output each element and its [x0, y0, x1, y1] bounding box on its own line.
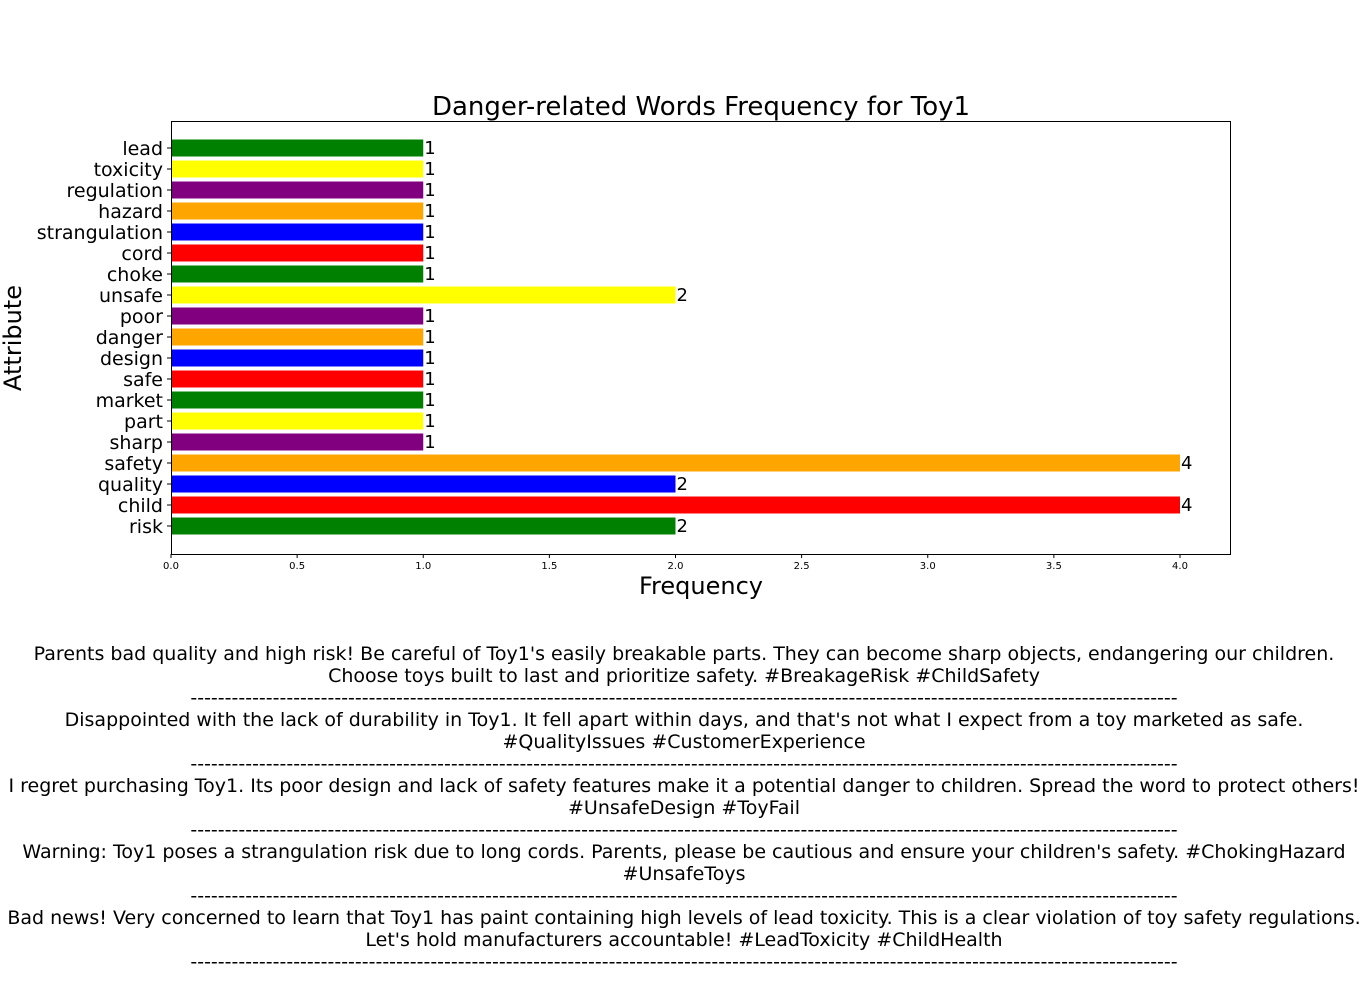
post-divider: ----------------------------------------… [190, 753, 1178, 775]
y-tick-label-quality: quality [98, 474, 163, 496]
y-tick-label-cord: cord [121, 243, 163, 265]
data-label-risk: 2 [677, 516, 688, 537]
data-label-safe: 1 [424, 369, 435, 390]
data-label-toxicity: 1 [424, 159, 435, 180]
bar-market [171, 391, 424, 409]
data-label-sharp: 1 [424, 432, 435, 453]
y-tick-label-poor: poor [120, 306, 163, 328]
post-divider: ----------------------------------------… [190, 951, 1178, 973]
x-tick-label: 0.5 [289, 561, 305, 572]
x-tick-label: 0.0 [163, 561, 179, 572]
post-item: Disappointed with the lack of durability… [0, 709, 1368, 775]
data-label-design: 1 [424, 348, 435, 369]
bar-safety [171, 454, 1180, 472]
data-label-safety: 4 [1181, 453, 1192, 474]
bar-sharp [171, 433, 424, 451]
bar-quality [171, 475, 676, 493]
x-tick-label: 2.0 [668, 561, 684, 572]
post-item: Warning: Toy1 poses a strangulation risk… [0, 841, 1368, 907]
data-label-quality: 2 [677, 474, 688, 495]
bar-regulation [171, 181, 424, 199]
y-tick-label-regulation: regulation [66, 180, 163, 202]
data-label-lead: 1 [424, 138, 435, 159]
bar-risk [171, 517, 676, 535]
data-label-child: 4 [1181, 495, 1192, 516]
bar-hazard [171, 202, 424, 220]
y-tick-label-design: design [100, 348, 163, 370]
bar-lead [171, 139, 424, 157]
post-divider: ----------------------------------------… [190, 819, 1178, 841]
y-tick-label-market: market [96, 390, 163, 412]
bar-poor [171, 307, 424, 325]
y-tick-label-risk: risk [129, 516, 163, 538]
y-tick-label-unsafe: unsafe [99, 285, 163, 307]
plot-frame [171, 121, 1231, 555]
y-tick-label-strangulation: strangulation [37, 222, 163, 244]
bar-design [171, 349, 424, 367]
y-axis-label: Attribute [0, 285, 27, 391]
y-tick-label-part: part [124, 411, 163, 433]
bar-cord [171, 244, 424, 262]
data-label-regulation: 1 [424, 180, 435, 201]
bar-choke [171, 265, 424, 283]
y-tick-label-danger: danger [96, 327, 163, 349]
x-tick-label: 2.5 [794, 561, 810, 572]
y-tick-label-child: child [118, 495, 163, 517]
bar-safe [171, 370, 424, 388]
y-tick-label-lead: lead [122, 138, 163, 160]
y-tick-label-hazard: hazard [98, 201, 163, 223]
plot-area: risk 2 child 4 quality 2 safety 4 sharp 1 part 1 mar… [37, 138, 1193, 572]
y-tick-label-safety: safety [104, 453, 163, 475]
post-text: Warning: Toy1 poses a strangulation risk… [22, 841, 1346, 885]
x-tick-label: 4.0 [1172, 561, 1188, 572]
post-item: Bad news! Very concerned to learn that T… [0, 907, 1368, 973]
bar-strangulation [171, 223, 424, 241]
bar-part [171, 412, 424, 430]
data-label-cord: 1 [424, 243, 435, 264]
post-item: I regret purchasing Toy1. Its poor desig… [0, 775, 1368, 841]
data-label-poor: 1 [424, 306, 435, 327]
y-tick-label-toxicity: toxicity [94, 159, 163, 181]
data-label-unsafe: 2 [677, 285, 688, 306]
chart-title: Danger-related Words Frequency for Toy1 [432, 92, 970, 122]
post-divider: ----------------------------------------… [190, 687, 1178, 709]
post-text: I regret purchasing Toy1. Its poor desig… [8, 775, 1360, 819]
data-label-strangulation: 1 [424, 222, 435, 243]
data-label-hazard: 1 [424, 201, 435, 222]
data-label-market: 1 [424, 390, 435, 411]
bar-unsafe [171, 286, 676, 304]
post-item: Parents bad quality and high risk! Be ca… [0, 643, 1368, 709]
y-tick-label-sharp: sharp [110, 432, 163, 454]
bar-danger [171, 328, 424, 346]
x-tick-label: 1.0 [415, 561, 431, 572]
x-axis-label: Frequency [639, 572, 763, 600]
bar-child [171, 496, 1180, 514]
post-text: Parents bad quality and high risk! Be ca… [33, 643, 1335, 687]
post-text: Disappointed with the lack of durability… [64, 709, 1304, 753]
y-tick-label-choke: choke [107, 264, 163, 286]
bar-toxicity [171, 160, 424, 178]
bar-chart: Danger-related Words Frequency for Toy1 … [0, 92, 1231, 600]
post-divider: ----------------------------------------… [190, 885, 1178, 907]
posts-list: Parents bad quality and high risk! Be ca… [0, 643, 1368, 973]
data-label-choke: 1 [424, 264, 435, 285]
y-tick-label-safe: safe [123, 369, 163, 391]
x-tick-label: 1.5 [541, 561, 557, 572]
x-tick-label: 3.0 [920, 561, 936, 572]
x-tick-label: 3.5 [1046, 561, 1062, 572]
data-label-danger: 1 [424, 327, 435, 348]
post-text: Bad news! Very concerned to learn that T… [7, 907, 1361, 951]
data-label-part: 1 [424, 411, 435, 432]
